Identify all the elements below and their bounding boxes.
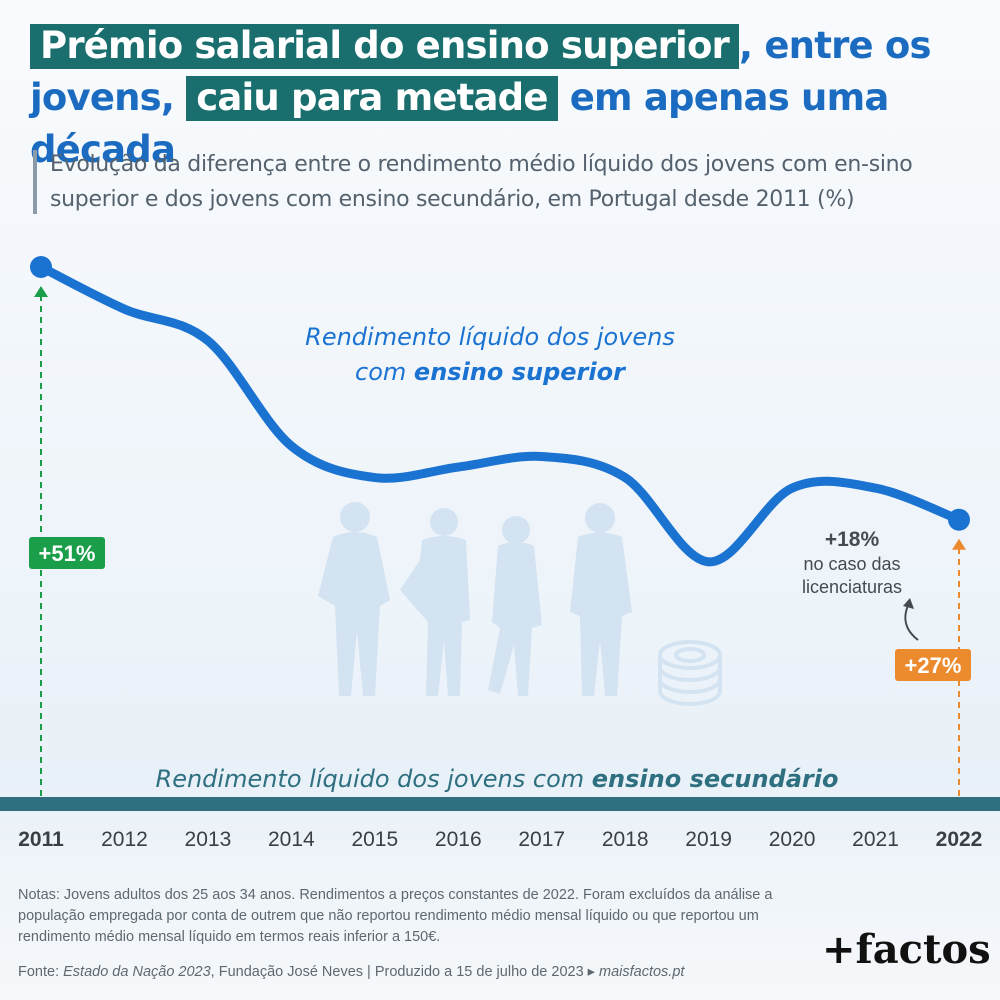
data-label-end: +27% bbox=[905, 653, 962, 678]
source-site-link[interactable]: maisfactos.pt bbox=[598, 964, 685, 980]
students-silhouette-icon bbox=[318, 502, 632, 696]
annotation-arrow-head bbox=[903, 598, 914, 609]
x-tick-label-2021: 2021 bbox=[852, 828, 899, 851]
lower-series-label-bold: ensino secundário bbox=[592, 765, 839, 793]
chart-svg: +51% +27% 2011 2012 2013 2014 2015 2016 2017 2018… bbox=[0, 256, 1000, 851]
x-tick-label-2012: 2012 bbox=[101, 828, 148, 851]
upper-series-label-bold: ensino superior bbox=[414, 358, 627, 386]
x-tick-label-2018: 2018 bbox=[602, 828, 649, 851]
data-point-2022 bbox=[948, 508, 970, 531]
x-tick-label-2022: 2022 bbox=[936, 828, 983, 851]
annotation-text-line1: no caso das bbox=[803, 554, 900, 574]
upper-series-label-line2: com ensino superior bbox=[355, 358, 627, 386]
start-gap-arrowhead bbox=[34, 286, 48, 297]
maisfactos-logo: +factos bbox=[822, 926, 991, 973]
x-tick-label-2017: 2017 bbox=[518, 828, 565, 851]
title-highlight-2: caiu para metade bbox=[186, 76, 558, 121]
chart-title: Prémio salarial do ensino superior, entr… bbox=[30, 20, 990, 176]
source-rest: , Fundação José Neves | Produzido a 15 d… bbox=[210, 964, 599, 980]
coins-icon bbox=[658, 640, 722, 706]
series-line-ensino-superior bbox=[36, 262, 964, 567]
title-text-2: , entre os jovens, bbox=[30, 24, 932, 119]
footer-source: Fonte: Estado da Nação 2023, Fundação Jo… bbox=[18, 962, 818, 982]
data-point-2011 bbox=[30, 256, 52, 278]
source-prefix: Fonte: bbox=[18, 964, 64, 980]
upper-series-label-line1: Rendimento líquido dos jovens bbox=[305, 323, 675, 351]
data-label-start-box bbox=[29, 537, 105, 569]
data-label-end-box bbox=[895, 649, 971, 681]
footer-notes: Notas: Jovens adultos dos 25 aos 34 anos… bbox=[18, 887, 773, 945]
source-title: Estado da Nação 2023 bbox=[63, 964, 211, 980]
x-tick-label-2014: 2014 bbox=[268, 828, 315, 851]
baseline-band bbox=[0, 797, 1000, 811]
x-tick-label-2015: 2015 bbox=[351, 828, 398, 851]
annotation-value: +18% bbox=[825, 528, 880, 551]
logo-plus: + bbox=[822, 927, 856, 973]
title-highlight-1: Prémio salarial do ensino superior bbox=[30, 24, 740, 69]
end-gap-arrowhead bbox=[952, 538, 966, 550]
annotation-text-line2: licenciaturas bbox=[802, 577, 902, 597]
annotation-arrow bbox=[904, 602, 919, 641]
lower-series-label: Rendimento líquido dos jovens com ensino… bbox=[156, 765, 839, 793]
subtitle-accent-bar bbox=[33, 150, 37, 214]
upper-series-label-prefix: com bbox=[355, 358, 414, 386]
chart-subtitle: Evolução da diferença entre o rendimento… bbox=[50, 152, 913, 212]
x-tick-label-2011: 2011 bbox=[18, 828, 64, 851]
x-tick-label-2020: 2020 bbox=[769, 828, 816, 851]
x-tick-label-2013: 2013 bbox=[185, 828, 232, 851]
logo-text: factos bbox=[855, 926, 991, 973]
data-label-start: +51% bbox=[39, 541, 96, 566]
x-tick-label-2016: 2016 bbox=[435, 828, 482, 851]
x-tick-label-2019: 2019 bbox=[685, 828, 732, 851]
lower-series-label-prefix: Rendimento líquido dos jovens com bbox=[156, 765, 592, 793]
title-text-4: em apenas uma década bbox=[30, 76, 889, 171]
